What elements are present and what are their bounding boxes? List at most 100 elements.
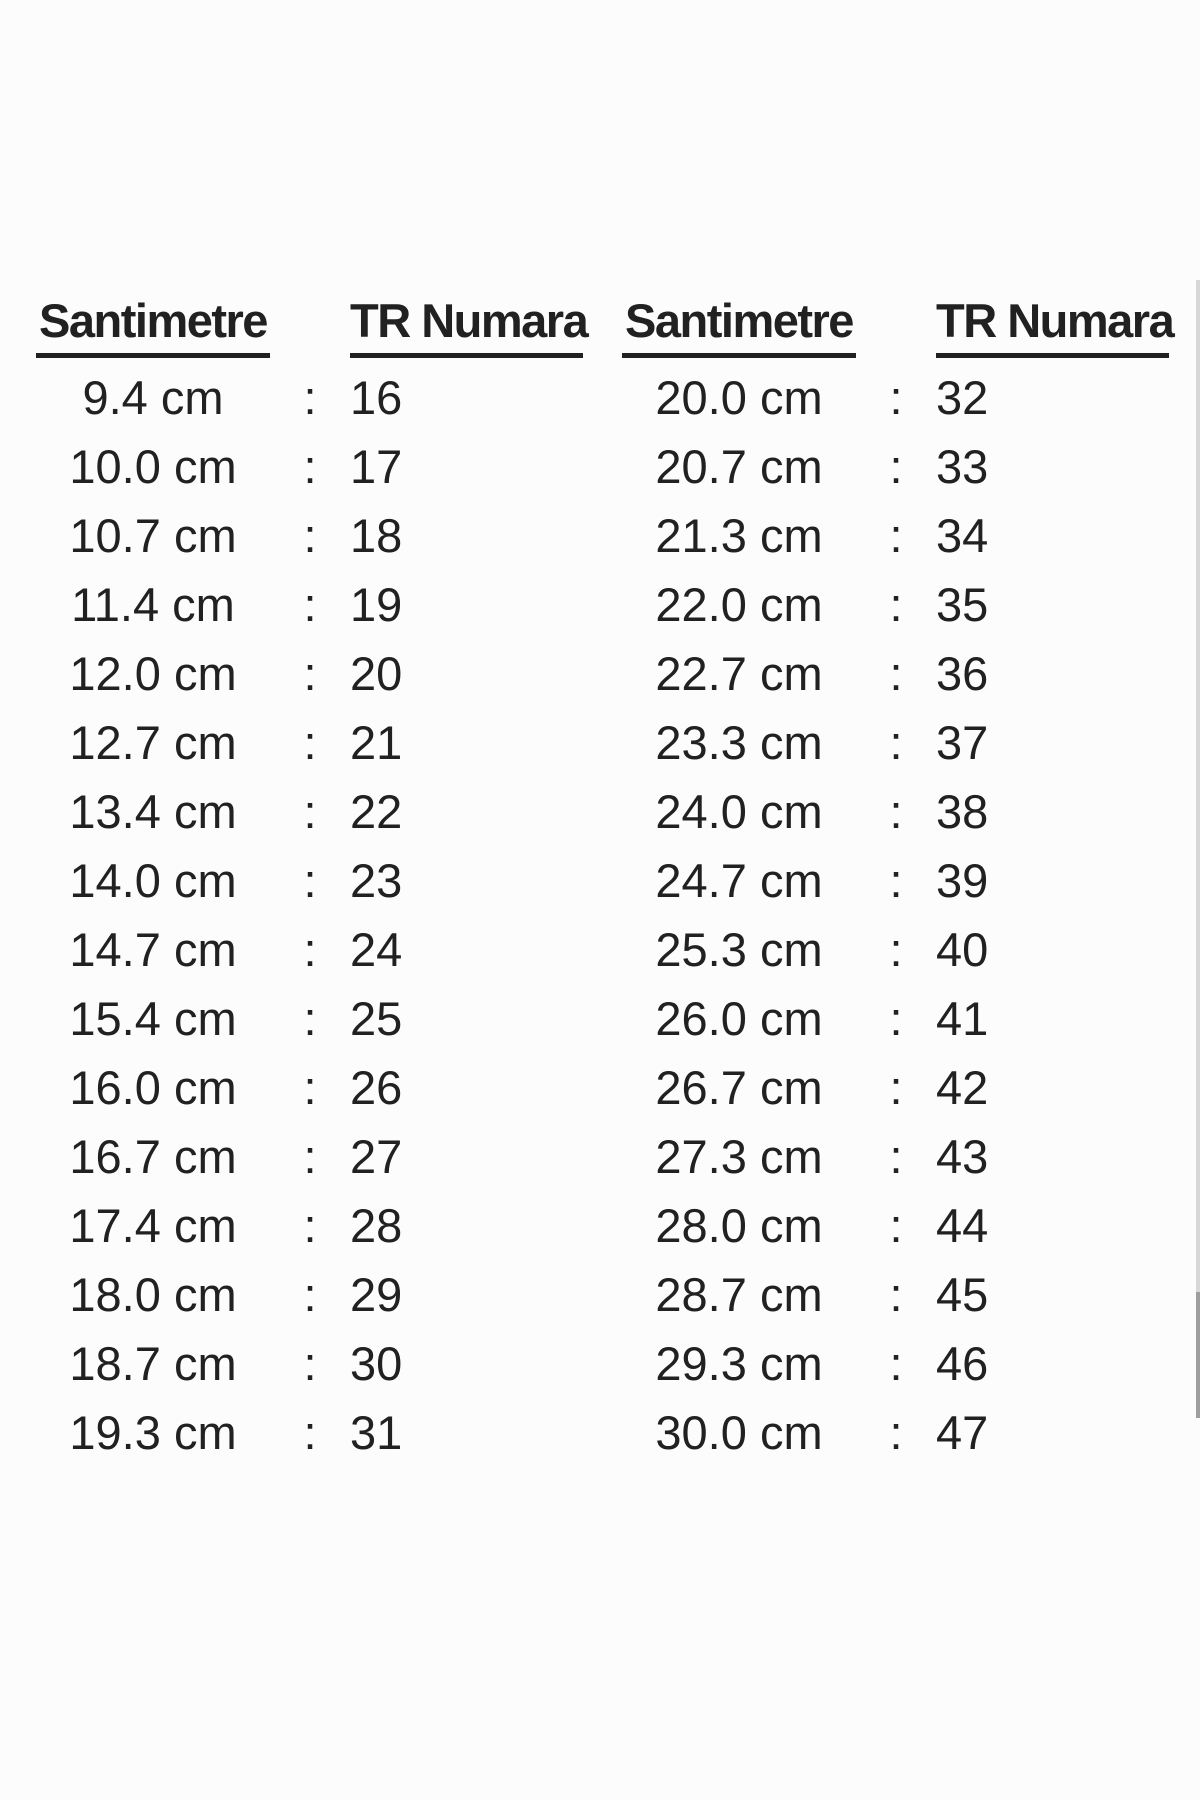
size-value: 19 bbox=[350, 578, 403, 631]
colon-separator: : bbox=[303, 1268, 317, 1321]
cm-value: 26.0 cm bbox=[655, 992, 823, 1045]
size-value: 33 bbox=[936, 440, 989, 493]
size-value: 26 bbox=[350, 1061, 403, 1114]
size-value: 37 bbox=[936, 716, 989, 769]
cm-value: 21.3 cm bbox=[655, 509, 823, 562]
colon-separator: : bbox=[303, 992, 317, 1045]
size-value: 32 bbox=[936, 371, 989, 424]
table-row: 30.0 cm : 47 bbox=[622, 1398, 1169, 1467]
size-value: 21 bbox=[350, 716, 403, 769]
column-header-tr-numara: TR Numara bbox=[350, 295, 589, 358]
table-row: 26.0 cm : 41 bbox=[622, 984, 1169, 1053]
size-value: 31 bbox=[350, 1406, 403, 1459]
cm-value: 14.7 cm bbox=[69, 923, 237, 976]
table-row: 17.4 cm : 28 bbox=[36, 1191, 583, 1260]
table-row: 15.4 cm : 25 bbox=[36, 984, 583, 1053]
cm-value: 26.7 cm bbox=[655, 1061, 823, 1114]
colon-separator: : bbox=[889, 854, 903, 907]
cm-value: 12.7 cm bbox=[69, 716, 237, 769]
cm-value: 18.0 cm bbox=[69, 1268, 237, 1321]
colon-separator: : bbox=[303, 371, 317, 424]
size-value: 41 bbox=[936, 992, 989, 1045]
cm-value: 23.3 cm bbox=[655, 716, 823, 769]
size-value: 28 bbox=[350, 1199, 403, 1252]
size-value: 30 bbox=[350, 1337, 403, 1390]
cm-value: 16.0 cm bbox=[69, 1061, 237, 1114]
table-row: 14.7 cm : 24 bbox=[36, 915, 583, 984]
size-value: 40 bbox=[936, 923, 989, 976]
colon-separator: : bbox=[303, 1130, 317, 1183]
colon-separator: : bbox=[889, 1130, 903, 1183]
size-value: 38 bbox=[936, 785, 989, 838]
table-row: 26.7 cm : 42 bbox=[622, 1053, 1169, 1122]
table-row: 22.0 cm : 35 bbox=[622, 570, 1169, 639]
size-value: 29 bbox=[350, 1268, 403, 1321]
size-value: 46 bbox=[936, 1337, 989, 1390]
table-row: 16.0 cm : 26 bbox=[36, 1053, 583, 1122]
header-spacer bbox=[270, 295, 350, 358]
size-value: 47 bbox=[936, 1406, 989, 1459]
colon-separator: : bbox=[889, 371, 903, 424]
table-header-row: Santimetre TR Numara bbox=[622, 295, 1175, 358]
size-value: 34 bbox=[936, 509, 989, 562]
table-row: 28.0 cm : 44 bbox=[622, 1191, 1169, 1260]
table-rows: 20.0 cm : 32 20.7 cm : 33 21.3 cm : 34 2… bbox=[622, 363, 1169, 1467]
cm-value: 12.0 cm bbox=[69, 647, 237, 700]
cm-value: 15.4 cm bbox=[69, 992, 237, 1045]
table-row: 9.4 cm : 16 bbox=[36, 363, 583, 432]
scrollbar-thumb[interactable] bbox=[1196, 1292, 1200, 1418]
table-row: 10.0 cm : 17 bbox=[36, 432, 583, 501]
cm-value: 20.7 cm bbox=[655, 440, 823, 493]
colon-separator: : bbox=[303, 647, 317, 700]
column-header-santimetre: Santimetre bbox=[622, 295, 856, 358]
table-row: 10.7 cm : 18 bbox=[36, 501, 583, 570]
table-row: 20.0 cm : 32 bbox=[622, 363, 1169, 432]
cm-value: 27.3 cm bbox=[655, 1130, 823, 1183]
cm-value: 13.4 cm bbox=[69, 785, 237, 838]
colon-separator: : bbox=[303, 1406, 317, 1459]
size-value: 43 bbox=[936, 1130, 989, 1183]
column-header-tr-numara: TR Numara bbox=[936, 295, 1175, 358]
cm-value: 28.7 cm bbox=[655, 1268, 823, 1321]
table-header-row: Santimetre TR Numara bbox=[36, 295, 589, 358]
colon-separator: : bbox=[889, 716, 903, 769]
cm-value: 9.4 cm bbox=[82, 371, 224, 424]
colon-separator: : bbox=[889, 785, 903, 838]
table-row: 18.0 cm : 29 bbox=[36, 1260, 583, 1329]
size-value: 23 bbox=[350, 854, 403, 907]
cm-value: 11.4 cm bbox=[71, 578, 235, 631]
table-row: 20.7 cm : 33 bbox=[622, 432, 1169, 501]
size-value: 25 bbox=[350, 992, 403, 1045]
column-header-santimetre: Santimetre bbox=[36, 295, 270, 358]
scrollbar-track[interactable] bbox=[1196, 280, 1200, 1418]
size-value: 24 bbox=[350, 923, 403, 976]
table-row: 23.3 cm : 37 bbox=[622, 708, 1169, 777]
colon-separator: : bbox=[303, 923, 317, 976]
size-value: 27 bbox=[350, 1130, 403, 1183]
colon-separator: : bbox=[889, 440, 903, 493]
cm-value: 22.7 cm bbox=[655, 647, 823, 700]
cm-value: 30.0 cm bbox=[655, 1406, 823, 1459]
table-row: 13.4 cm : 22 bbox=[36, 777, 583, 846]
table-row: 12.0 cm : 20 bbox=[36, 639, 583, 708]
size-table-left: Santimetre TR Numara 9.4 cm : 16 10.0 cm… bbox=[36, 295, 589, 1467]
table-row: 25.3 cm : 40 bbox=[622, 915, 1169, 984]
size-value: 36 bbox=[936, 647, 989, 700]
size-value: 20 bbox=[350, 647, 403, 700]
table-row: 22.7 cm : 36 bbox=[622, 639, 1169, 708]
table-row: 14.0 cm : 23 bbox=[36, 846, 583, 915]
table-row: 27.3 cm : 43 bbox=[622, 1122, 1169, 1191]
size-value: 42 bbox=[936, 1061, 989, 1114]
colon-separator: : bbox=[889, 1406, 903, 1459]
cm-value: 20.0 cm bbox=[655, 371, 823, 424]
size-value: 17 bbox=[350, 440, 403, 493]
size-value: 44 bbox=[936, 1199, 989, 1252]
cm-value: 29.3 cm bbox=[655, 1337, 823, 1390]
table-row: 24.7 cm : 39 bbox=[622, 846, 1169, 915]
colon-separator: : bbox=[303, 854, 317, 907]
colon-separator: : bbox=[889, 1061, 903, 1114]
table-row: 24.0 cm : 38 bbox=[622, 777, 1169, 846]
size-value: 39 bbox=[936, 854, 989, 907]
colon-separator: : bbox=[303, 1199, 317, 1252]
cm-value: 10.7 cm bbox=[69, 509, 237, 562]
